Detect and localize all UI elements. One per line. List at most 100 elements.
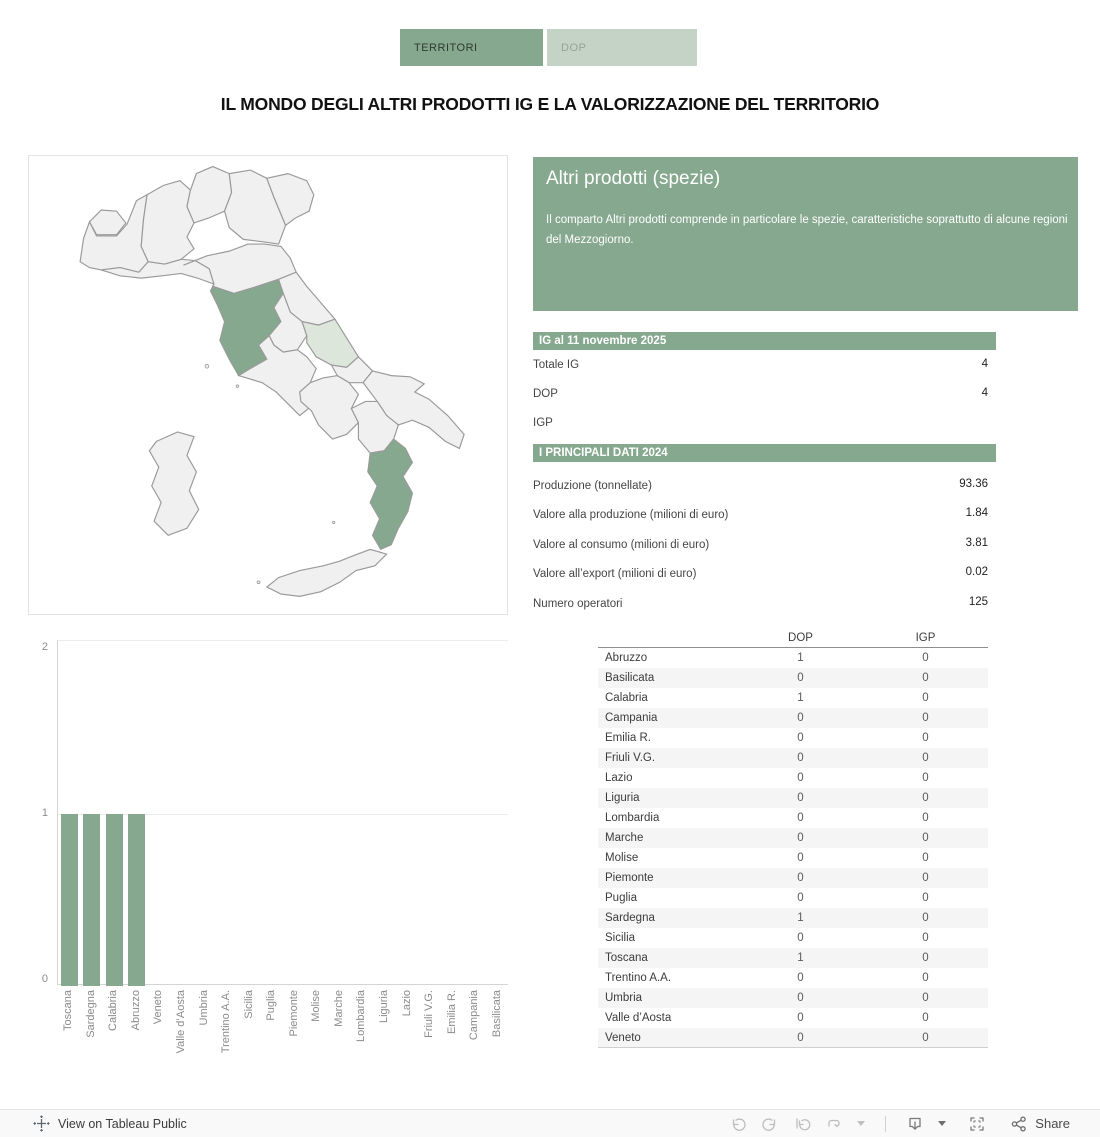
igp-value-cell: 0 — [922, 1032, 929, 1044]
bar-toscana[interactable] — [60, 814, 78, 986]
table-row[interactable]: Molise 0 0 — [598, 848, 988, 868]
table-row[interactable]: Valle d’Aosta 0 0 — [598, 1008, 988, 1028]
table-row[interactable]: Marche 0 0 — [598, 828, 988, 848]
map-region-friuli[interactable] — [266, 173, 315, 227]
x-axis-label: Abruzzo — [129, 990, 142, 1031]
dati-section-header: I PRINCIPALI DATI 2024 — [533, 444, 996, 462]
replay-speed-caret[interactable] — [857, 1121, 866, 1126]
x-axis-label: Calabria — [107, 990, 120, 1031]
igp-column-header: IGP — [915, 632, 936, 644]
region-name-cell: Toscana — [605, 952, 648, 964]
refresh-button[interactable] — [825, 1115, 843, 1133]
ig-label: IGP — [533, 416, 553, 429]
igp-value-cell: 0 — [922, 992, 929, 1004]
igp-value-cell: 0 — [922, 1012, 929, 1024]
bar-calabria[interactable] — [105, 814, 123, 986]
map-region-sicilia[interactable] — [265, 548, 388, 597]
download-button[interactable] — [906, 1115, 924, 1133]
table-row[interactable]: Basilicata 0 0 — [598, 668, 988, 688]
view-on-tableau-link[interactable]: View on Tableau Public — [33, 1115, 187, 1132]
dati-value: 0.02 — [965, 566, 988, 579]
x-axis-label: Sicilia — [242, 990, 255, 1019]
table-row[interactable]: Sicilia 0 0 — [598, 928, 988, 948]
dop-value-cell: 0 — [797, 892, 804, 904]
dati-row: Valore al consumo (milioni di euro) 3.81 — [533, 529, 988, 558]
igp-value-cell: 0 — [922, 952, 929, 964]
revert-button[interactable] — [793, 1115, 811, 1133]
ig-row: DOP 4 — [533, 379, 988, 408]
undo-button[interactable] — [729, 1115, 747, 1133]
page-title: IL MONDO DEGLI ALTRI PRODOTTI IG E LA VA… — [220, 94, 880, 114]
share-button[interactable]: Share — [1010, 1115, 1070, 1133]
sheet-tabs: TERRITORI DOP — [400, 29, 697, 66]
dati-label: Valore alla produzione (milioni di euro) — [533, 509, 729, 522]
dop-value-cell: 1 — [797, 912, 804, 924]
ig-value: 4 — [981, 358, 988, 370]
table-row[interactable]: Lombardia 0 0 — [598, 808, 988, 828]
share-icon — [1012, 1115, 1027, 1132]
region-name-cell: Puglia — [605, 892, 637, 904]
map-region-campania[interactable] — [299, 374, 360, 440]
table-row[interactable]: Liguria 0 0 — [598, 788, 988, 808]
dop-value-cell: 0 — [797, 972, 804, 984]
regions-bar-chart: 0 1 2 Toscana Sardegna Calabria Abruzzo Veneto… — [28, 632, 508, 1087]
map-region-calabria[interactable] — [367, 438, 414, 551]
map-region-lazio[interactable] — [237, 334, 317, 417]
dop-value-cell: 0 — [797, 732, 804, 744]
redo-button[interactable] — [761, 1115, 779, 1133]
map-region-lombardia[interactable] — [140, 180, 195, 265]
share-label: Share — [1035, 1116, 1070, 1131]
map-region-sardegna[interactable] — [148, 431, 200, 537]
table-row[interactable]: Calabria 1 0 — [598, 688, 988, 708]
region-table: DOP IGP Abruzzo 1 0 Basilicata 0 0 Calabria 1 0 C… — [598, 628, 988, 1048]
dop-value-cell: 1 — [797, 692, 804, 704]
dati-value: 93.36 — [959, 478, 988, 490]
igp-value-cell: 0 — [922, 932, 929, 944]
x-axis-label: Basilicata — [490, 990, 503, 1038]
x-axis-label: Campania — [468, 990, 481, 1041]
region-name-cell: Emilia R. — [605, 732, 652, 744]
table-row[interactable]: Sardegna 1 0 — [598, 908, 988, 928]
table-row[interactable]: Friuli V.G. 0 0 — [598, 748, 988, 768]
table-row[interactable]: Emilia R. 0 0 — [598, 728, 988, 748]
bar-sardegna[interactable] — [83, 814, 101, 986]
table-row[interactable]: Puglia 0 0 — [598, 888, 988, 908]
tab-territori[interactable]: TERRITORI — [400, 29, 543, 66]
x-axis-label: Lazio — [400, 990, 413, 1017]
ig-row: IGP — [533, 408, 988, 437]
table-row[interactable]: Lazio 0 0 — [598, 768, 988, 788]
table-row[interactable]: Abruzzo 1 0 — [598, 648, 988, 668]
dati-value: 1.84 — [965, 507, 988, 520]
italy-map-panel — [28, 155, 508, 615]
table-row[interactable]: Veneto 0 0 — [598, 1028, 988, 1048]
dop-value-cell: 0 — [797, 852, 804, 864]
x-axis-label: Sardegna — [84, 990, 97, 1038]
dati-row: Valore all’export (milioni di euro) 0.02 — [533, 558, 988, 587]
chart-plot-area — [57, 640, 508, 986]
table-row[interactable]: Trentino A.A. 0 0 — [598, 968, 988, 988]
table-row[interactable]: Campania 0 0 — [598, 708, 988, 728]
table-row[interactable]: Piemonte 0 0 — [598, 868, 988, 888]
tab-dop[interactable]: DOP — [547, 29, 697, 66]
igp-value-cell: 0 — [922, 732, 929, 744]
table-row[interactable]: Toscana 1 0 — [598, 948, 988, 968]
igp-value-cell: 0 — [922, 912, 929, 924]
x-axis-label: Toscana — [62, 990, 75, 1031]
download-caret[interactable] — [938, 1121, 947, 1126]
dati-value: 125 — [968, 595, 988, 608]
dop-value-cell: 0 — [797, 832, 804, 844]
igp-value-cell: 0 — [922, 772, 929, 784]
map-small-island — [235, 384, 240, 388]
x-axis-label: Piemonte — [287, 990, 300, 1037]
map-region-abruzzo[interactable] — [301, 318, 360, 369]
region-name-cell: Lombardia — [605, 812, 660, 824]
dati-label: Valore all’export (milioni di euro) — [533, 568, 697, 581]
igp-value-cell: 0 — [922, 652, 929, 664]
table-row[interactable]: Umbria 0 0 — [598, 988, 988, 1008]
dati-section-rows: Produzione (tonnellate) 93.36 Valore alla … — [533, 462, 988, 617]
map-small-island — [332, 520, 336, 524]
fullscreen-button[interactable] — [968, 1115, 986, 1133]
map-region-valledaosta[interactable] — [88, 209, 127, 236]
bar-abruzzo[interactable] — [128, 814, 146, 986]
